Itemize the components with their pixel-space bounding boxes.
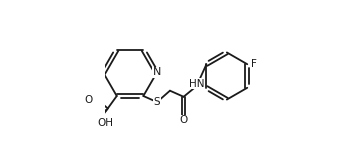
Text: O: O [179, 115, 188, 125]
Text: F: F [251, 59, 256, 69]
Text: HN: HN [189, 79, 204, 89]
Text: OH: OH [98, 118, 114, 128]
Text: N: N [152, 67, 161, 77]
Text: S: S [154, 97, 160, 107]
Text: O: O [84, 95, 93, 105]
